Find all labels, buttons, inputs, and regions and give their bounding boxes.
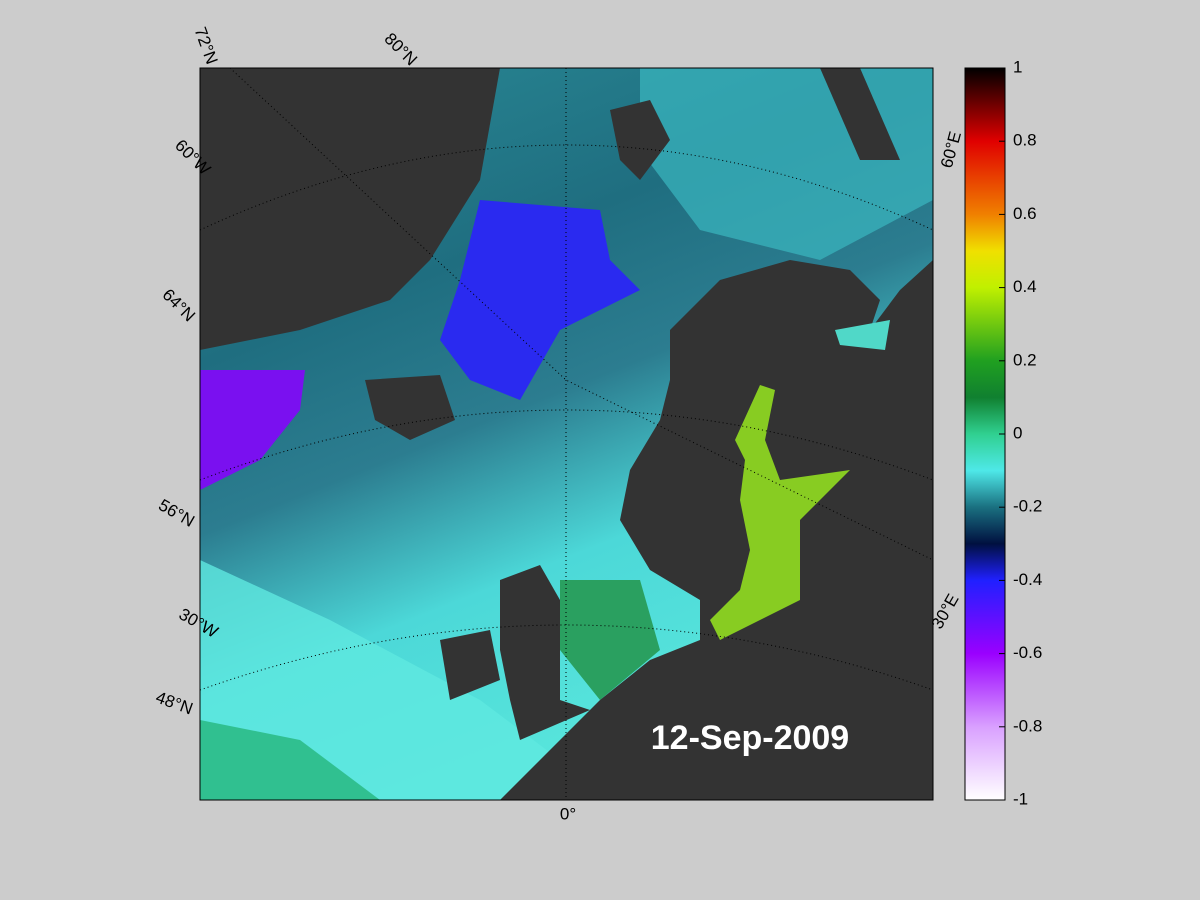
iceland [365, 375, 455, 440]
graticule-label: 48°N [153, 688, 195, 719]
colorbar-tick-label: -1 [1013, 789, 1028, 808]
colorbar-tick-label: 0.8 [1013, 131, 1037, 150]
graticule-label: 60°E [937, 129, 965, 170]
white-sea [835, 320, 890, 350]
europe [500, 260, 933, 800]
great-britain [500, 565, 590, 740]
date-label: 12-Sep-2009 [651, 719, 849, 757]
svalbard [610, 100, 670, 180]
colorbar-tick-label: 0 [1013, 423, 1022, 442]
colorbar-tick-label: -0.6 [1013, 643, 1042, 662]
graticule-label: 0° [560, 804, 576, 823]
colorbar [964, 67, 1006, 801]
graticule-label: 80°N [381, 29, 421, 69]
graticule [199, 67, 934, 800]
sea-green [200, 720, 380, 800]
colorbar-tick-label: 0.2 [1013, 350, 1037, 369]
greenland [200, 68, 500, 350]
graticule-label: 64°N [159, 285, 199, 325]
baltic-sea [710, 385, 850, 640]
anomaly-purple [200, 370, 305, 490]
map-frame [199, 67, 934, 801]
ireland [440, 630, 500, 700]
colorbar-tick-label: -0.2 [1013, 497, 1042, 516]
novaya-zemlya [820, 68, 900, 160]
colorbar-tick-label: -0.8 [1013, 716, 1042, 735]
colorbar-tick-label: 0.6 [1013, 204, 1037, 223]
graticule-label: 56°N [155, 495, 197, 530]
map-panel: 12-Sep-2009 [199, 67, 934, 801]
colorbar-tick-label: 1 [1013, 57, 1022, 76]
graticule-label: 72°N [191, 25, 222, 67]
anomaly-blue [440, 200, 640, 400]
north-sea [560, 580, 660, 700]
colorbar-tick-label: -0.4 [1013, 570, 1042, 589]
colorbar-tick-label: 0.4 [1013, 277, 1037, 296]
